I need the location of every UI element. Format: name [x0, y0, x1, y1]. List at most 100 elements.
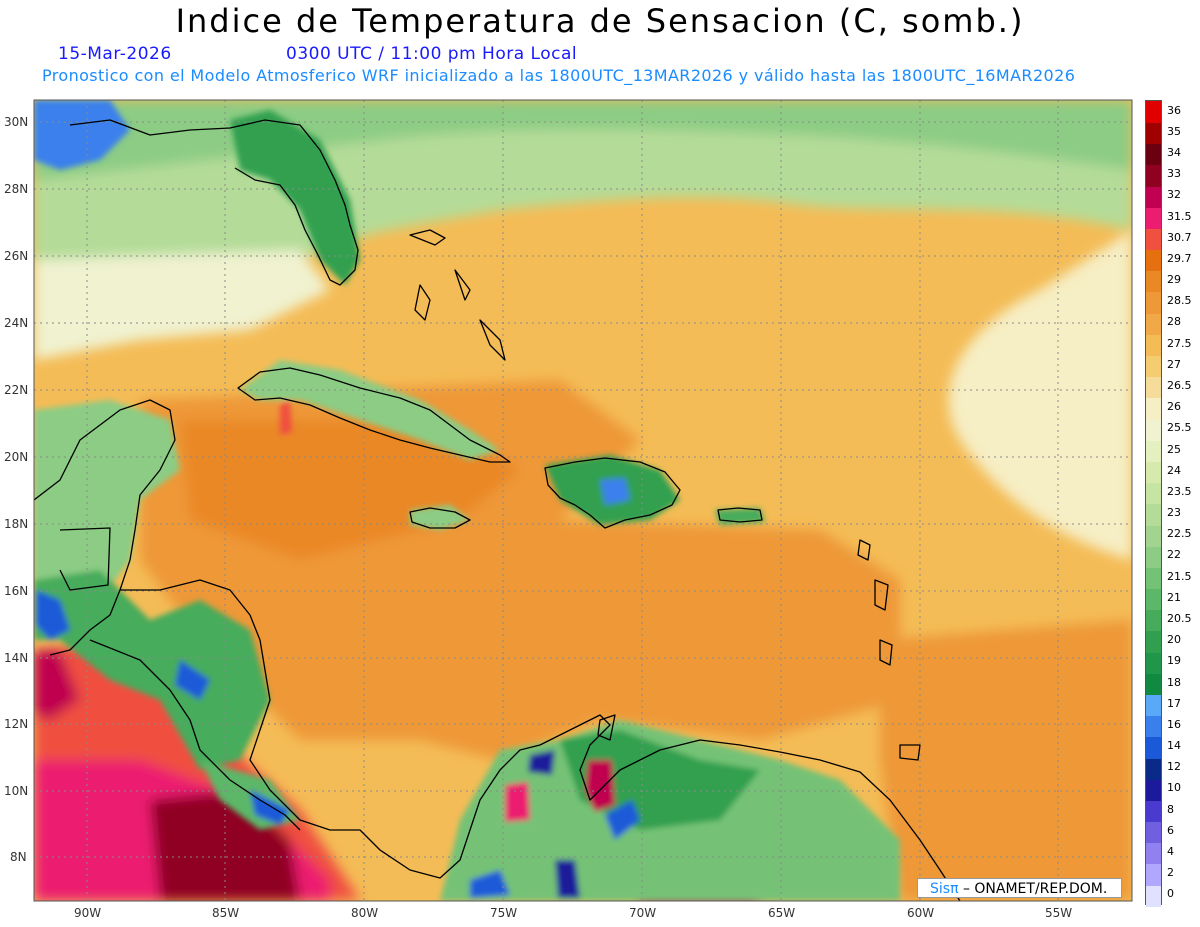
legend-label: 17 — [1167, 696, 1181, 710]
legend-label: 8 — [1167, 802, 1174, 816]
legend-swatch — [1146, 672, 1161, 695]
lon-label: 55W — [1045, 906, 1073, 920]
legend-swatch — [1146, 439, 1161, 462]
lat-label: 14N — [4, 651, 29, 665]
legend-swatch — [1146, 185, 1161, 208]
model-info: Pronostico con el Modelo Atmosferico WRF… — [42, 66, 1076, 85]
legend-swatch — [1146, 249, 1161, 272]
legend-label: 4 — [1167, 845, 1174, 859]
lon-label: 60W — [907, 906, 935, 920]
legend-label: 21.5 — [1167, 569, 1192, 583]
legend-swatch — [1146, 545, 1161, 568]
legend-label: 23.5 — [1167, 484, 1192, 498]
legend-label: 23 — [1167, 506, 1181, 520]
legend-swatch — [1146, 164, 1161, 187]
legend-swatch — [1146, 376, 1161, 399]
lat-label: 18N — [4, 517, 29, 531]
forecast-date: 15-Mar-2026 — [58, 44, 172, 64]
legend-label: 10 — [1167, 781, 1181, 795]
legend-label: 27 — [1167, 357, 1181, 371]
legend-swatch — [1146, 228, 1161, 251]
legend-label: 24 — [1167, 463, 1181, 477]
legend-swatch — [1146, 270, 1161, 293]
legend-label: 30.7 — [1167, 230, 1192, 244]
legend-label: 21 — [1167, 590, 1181, 604]
legend-swatch — [1146, 143, 1161, 166]
credit-text: – ONAMET/REP.DOM. — [962, 881, 1108, 897]
legend-label: 36 — [1167, 103, 1181, 117]
legend-label: 29.7 — [1167, 251, 1192, 265]
legend-swatch — [1146, 715, 1161, 738]
legend-swatch — [1146, 800, 1161, 823]
legend-label: 0 — [1167, 887, 1174, 901]
legend-label: 20 — [1167, 633, 1181, 647]
lat-label: 28N — [4, 182, 29, 196]
legend-swatch — [1146, 884, 1161, 907]
legend-swatch — [1146, 842, 1161, 865]
coastlines — [34, 119, 961, 901]
legend-label: 25 — [1167, 442, 1181, 456]
legend-swatch — [1146, 461, 1161, 484]
lat-label: 12N — [4, 717, 29, 731]
lat-label: 22N — [4, 383, 29, 397]
legend-swatch — [1146, 609, 1161, 632]
legend-swatch — [1146, 757, 1161, 780]
legend-label: 22 — [1167, 548, 1181, 562]
legend-label: 26 — [1167, 400, 1181, 414]
forecast-time: 0300 UTC / 11:00 pm Hora Local — [286, 44, 578, 64]
legend-label: 22.5 — [1167, 527, 1192, 541]
legend-swatch — [1146, 482, 1161, 505]
lon-label: 65W — [768, 906, 796, 920]
color-legend — [1145, 100, 1162, 907]
legend-label: 35 — [1167, 124, 1181, 138]
legend-swatch — [1146, 503, 1161, 526]
lon-label: 85W — [212, 906, 240, 920]
legend-label: 29 — [1167, 273, 1181, 287]
credit-box: Sisπ – ONAMET/REP.DOM. — [917, 878, 1122, 898]
legend-swatch — [1146, 334, 1161, 357]
lat-label: 10N — [4, 784, 29, 798]
legend-swatch — [1146, 122, 1161, 145]
legend-swatch — [1146, 567, 1161, 590]
legend-label: 2 — [1167, 866, 1174, 880]
legend-swatch — [1146, 651, 1161, 674]
heat-index-field — [34, 100, 1132, 901]
legend-label: 31.5 — [1167, 209, 1192, 223]
lon-label: 70W — [629, 906, 657, 920]
legend-label: 28 — [1167, 315, 1181, 329]
legend-label: 27.5 — [1167, 336, 1192, 350]
legend-swatch — [1146, 397, 1161, 420]
lat-label: 26N — [4, 249, 29, 263]
legend-label: 18 — [1167, 675, 1181, 689]
lat-label: 16N — [4, 584, 29, 598]
legend-label: 25.5 — [1167, 421, 1192, 435]
lat-label: 20N — [4, 450, 29, 464]
legend-swatch — [1146, 355, 1161, 378]
legend-label: 16 — [1167, 717, 1181, 731]
legend-label: 19 — [1167, 654, 1181, 668]
legend-label: 20.5 — [1167, 612, 1192, 625]
legend-swatch — [1146, 588, 1161, 611]
lon-label: 90W — [74, 906, 102, 920]
legend-label: 28.5 — [1167, 294, 1192, 308]
legend-swatch — [1146, 863, 1161, 886]
lat-label: 30N — [4, 115, 29, 129]
map-title: Indice de Temperatura de Sensacion (C, s… — [175, 2, 1025, 40]
lat-label: 24N — [4, 316, 29, 330]
legend-swatch — [1146, 206, 1161, 229]
legend-swatch — [1146, 418, 1161, 441]
legend-swatch — [1146, 821, 1161, 844]
legend-swatch — [1146, 694, 1161, 717]
lat-label: 8N — [10, 850, 27, 864]
legend-label: 26.5 — [1167, 378, 1192, 392]
legend-swatch — [1146, 630, 1161, 653]
legend-label: 33 — [1167, 167, 1181, 181]
legend-swatch — [1146, 101, 1161, 123]
legend-label: 6 — [1167, 823, 1174, 837]
legend-swatch — [1146, 524, 1161, 547]
legend-label: 12 — [1167, 760, 1181, 774]
legend-swatch — [1146, 312, 1161, 335]
legend-label: 34 — [1167, 145, 1181, 159]
legend-label: 14 — [1167, 739, 1181, 753]
